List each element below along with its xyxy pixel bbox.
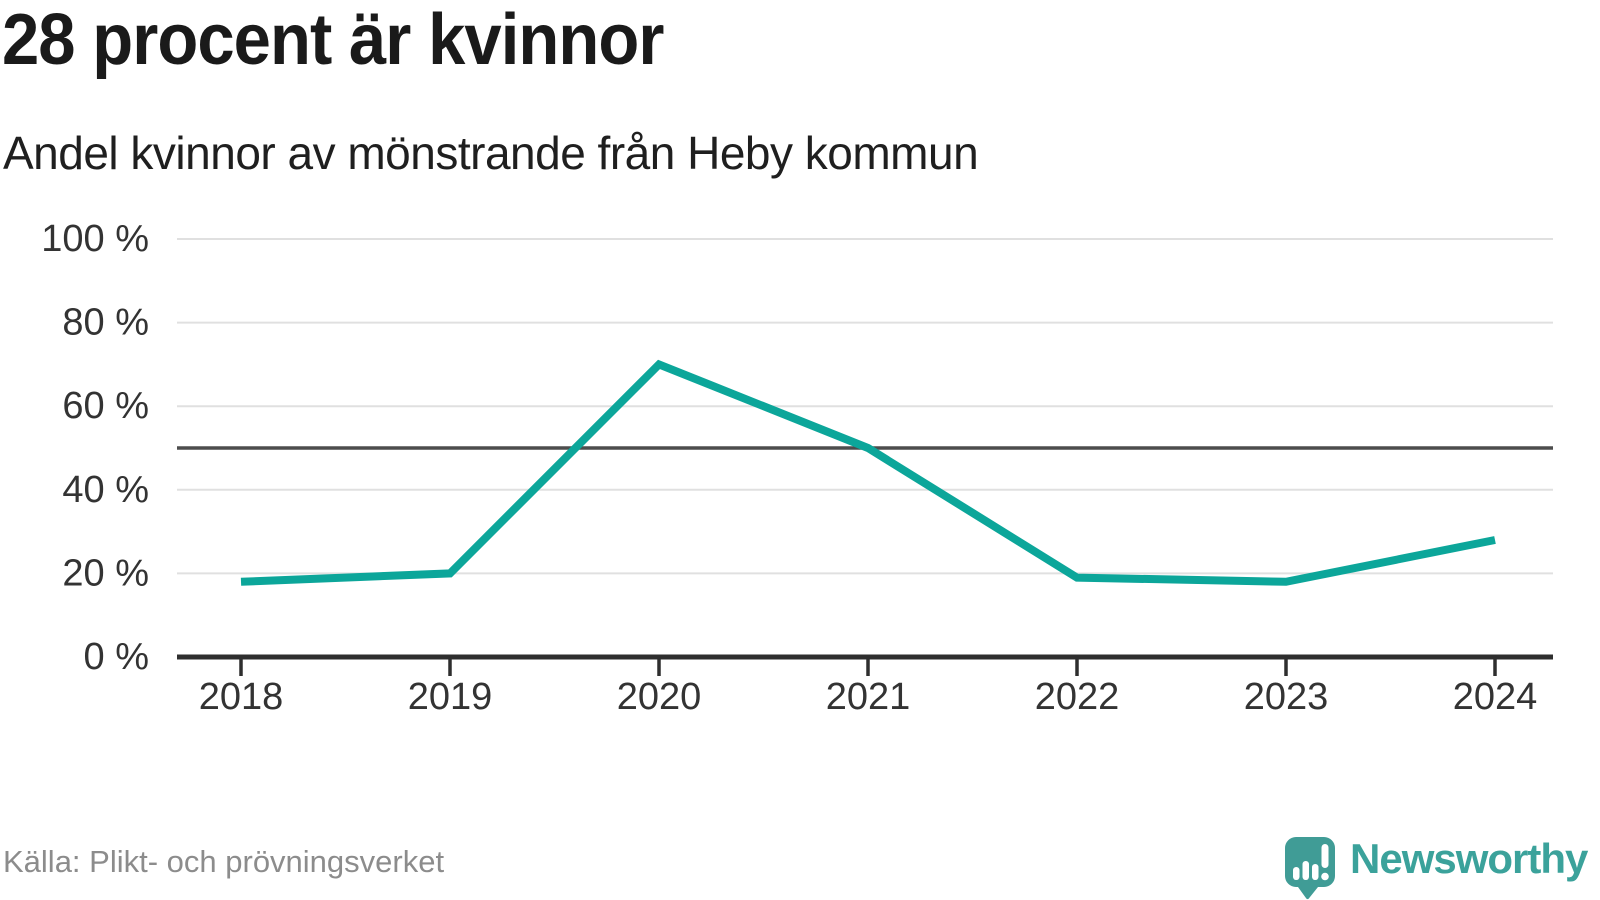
- y-axis-tick-label: 40 %: [62, 469, 149, 511]
- logo-exclamation-dot: [1321, 872, 1329, 881]
- logo-bar-1: [1293, 867, 1300, 880]
- y-axis-tick-label: 0 %: [84, 636, 149, 678]
- chart-subtitle: Andel kvinnor av mönstrande från Heby ko…: [3, 127, 979, 179]
- x-axis-tick-label: 2018: [199, 676, 284, 718]
- newsworthy-logo-text: Newsworthy: [1350, 835, 1588, 882]
- x-axis-tick-label: 2021: [826, 676, 911, 718]
- logo-bar-2: [1302, 861, 1309, 880]
- x-axis-tick-label: 2022: [1035, 676, 1120, 718]
- y-axis-tick-label: 100 %: [41, 218, 149, 260]
- newsworthy-logo-icon: [1285, 837, 1335, 900]
- logo-bar-3: [1312, 864, 1319, 880]
- source-note: Källa: Plikt- och prövningsverket: [3, 844, 445, 879]
- x-axis-tick-label: 2019: [408, 676, 493, 718]
- y-axis-tick-label: 60 %: [62, 385, 149, 427]
- logo-exclamation-bar: [1321, 844, 1329, 868]
- newsworthy-logo: Newsworthy: [1284, 835, 1588, 900]
- y-axis-tick-label: 80 %: [62, 302, 149, 344]
- x-axis-tick-label: 2020: [617, 676, 702, 718]
- y-axis-tick-label: 20 %: [62, 552, 149, 594]
- x-axis-tick-label: 2023: [1244, 676, 1329, 718]
- x-axis-tick-label: 2024: [1453, 676, 1538, 718]
- chart-title: 28 procent är kvinnor: [2, 0, 664, 80]
- data-line: [240, 359, 1496, 586]
